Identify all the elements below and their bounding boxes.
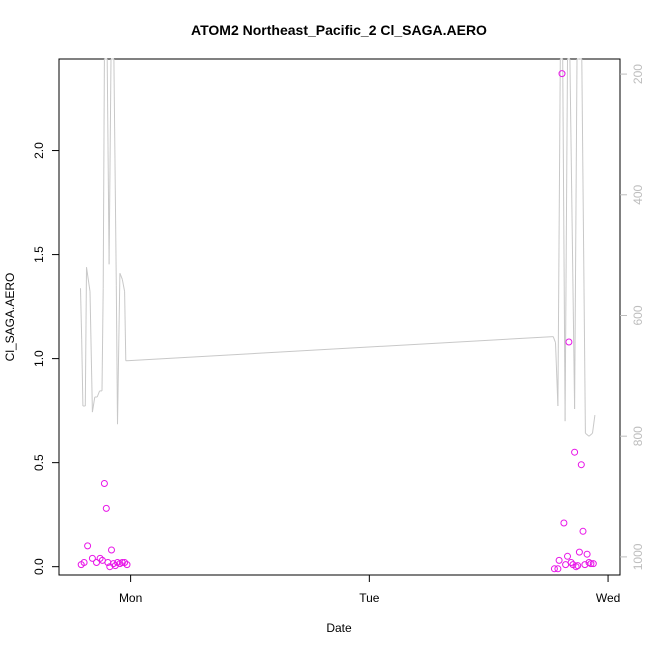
line-segment <box>585 432 590 437</box>
chart-title: ATOM2 Northeast_Pacific_2 Cl_SAGA.AERO <box>191 22 487 38</box>
y-right-tick-label: 600 <box>631 305 645 325</box>
line-segment <box>86 267 91 292</box>
data-point <box>567 559 575 566</box>
data-point <box>577 461 585 469</box>
line-segment <box>564 58 568 422</box>
line-segment <box>81 339 84 407</box>
data-point <box>575 548 583 556</box>
plot-frame <box>58 58 621 576</box>
data-point <box>80 559 88 566</box>
line-segment <box>106 58 110 265</box>
line-segment <box>592 415 596 434</box>
x-tick-label: Wed <box>596 591 620 605</box>
data-point <box>579 527 587 535</box>
line-segment <box>124 291 127 361</box>
data-point <box>88 554 96 562</box>
data-point <box>558 70 566 78</box>
data-point <box>84 542 92 550</box>
x-axis-label: Date <box>326 621 352 635</box>
y-right-tick-label: 400 <box>631 184 645 204</box>
data-point <box>102 504 110 512</box>
y-tick-label: 1.0 <box>32 350 46 367</box>
line-segment <box>581 58 586 434</box>
line-series-layer <box>80 58 596 437</box>
x-tick-label: Tue <box>359 591 380 605</box>
line-segment <box>125 336 554 362</box>
line-segment <box>115 285 118 425</box>
y-tick-label: 0.5 <box>32 454 46 471</box>
line-segment <box>557 58 561 407</box>
x-tick-label: Mon <box>119 591 142 605</box>
line-segment <box>96 390 101 398</box>
line-segment <box>117 273 121 425</box>
data-point <box>583 550 591 558</box>
data-point <box>587 560 595 568</box>
line-segment <box>571 236 576 410</box>
data-point <box>108 546 115 554</box>
data-point <box>564 552 571 560</box>
line-segment <box>80 288 83 340</box>
y-right-tick-label: 800 <box>631 426 645 446</box>
y-tick-label: 1.5 <box>32 246 46 263</box>
data-point <box>560 519 568 527</box>
line-segment <box>552 336 556 343</box>
data-point <box>589 560 597 568</box>
line-segment <box>108 58 112 265</box>
data-point <box>96 554 104 562</box>
y-tick-label: 0.0 <box>32 558 46 575</box>
data-point <box>123 561 131 569</box>
data-point <box>572 563 580 571</box>
y-axis-right: 200 400 600 800 1000 <box>620 64 645 570</box>
data-point <box>93 559 100 566</box>
line-segment <box>588 432 593 437</box>
line-segment <box>574 58 578 410</box>
data-point <box>565 338 573 346</box>
line-segment <box>101 288 104 391</box>
data-point <box>555 556 563 564</box>
line-segment <box>113 58 117 286</box>
line-segment <box>119 273 123 280</box>
data-point <box>571 448 579 456</box>
line-segment <box>102 58 105 289</box>
data-point <box>100 480 108 487</box>
line-segment <box>91 396 96 413</box>
y-axis-left: 0.0 0.5 1.0 1.5 2.0 <box>32 142 59 575</box>
y-right-tick-label: 1000 <box>631 543 645 570</box>
x-axis: Mon Tue Wed <box>119 575 620 605</box>
line-segment <box>562 58 566 422</box>
y-right-tick-label: 200 <box>631 64 645 84</box>
line-segment <box>89 291 93 413</box>
line-segment <box>84 267 87 407</box>
data-point <box>550 565 558 573</box>
y-axis-label: Cl_SAGA.AERO <box>3 273 17 362</box>
data-point <box>554 565 562 573</box>
scatter-series-layer <box>77 70 597 573</box>
line-segment <box>569 58 573 238</box>
line-segment <box>121 279 126 292</box>
data-point <box>574 562 582 570</box>
y-tick-label: 2.0 <box>32 142 46 159</box>
